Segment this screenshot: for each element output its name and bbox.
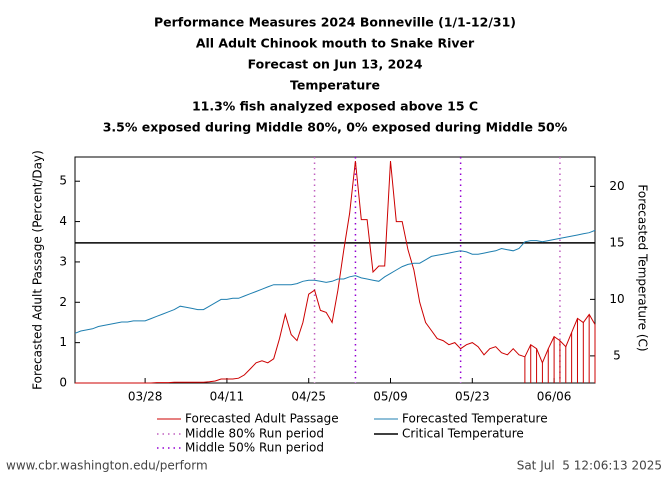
x-tick-label: 05/09: [373, 390, 408, 404]
series-line: [74, 229, 596, 334]
chart-title: Performance Measures 2024 Bonneville (1/…: [154, 15, 516, 30]
y2-axis-label: Forecasted Temperature (C): [636, 184, 650, 351]
y2-tick-label: 5: [613, 348, 621, 362]
y-tick-label: 4: [59, 214, 67, 228]
chart-title: 3.5% exposed during Middle 80%, 0% expos…: [103, 120, 568, 135]
legend-label: Forecasted Temperature: [402, 412, 548, 426]
x-tick-label: 06/06: [537, 390, 572, 404]
chart-title: All Adult Chinook mouth to Snake River: [196, 36, 475, 51]
y2-tick-label: 20: [609, 179, 624, 193]
x-tick-label: 05/23: [455, 390, 490, 404]
y-tick-label: 1: [59, 335, 67, 349]
plot-frame: [74, 156, 596, 384]
y-tick-label: 0: [59, 376, 67, 390]
legend-label: Middle 50% Run period: [185, 441, 324, 455]
x-tick-label: 04/25: [291, 390, 326, 404]
footer-left: www.cbr.washington.edu/perform: [6, 459, 208, 473]
y-axis-label: Forecasted Adult Passage (Percent/Day): [31, 150, 45, 390]
x-tick-label: 03/28: [128, 390, 163, 404]
y-tick-label: 3: [59, 254, 67, 268]
chart-title: Forecast on Jun 13, 2024: [248, 57, 423, 72]
legend-label: Forecasted Adult Passage: [185, 412, 339, 426]
y-tick-label: 2: [59, 295, 67, 309]
legend-label: Middle 80% Run period: [185, 427, 324, 441]
y-tick-label: 5: [59, 174, 67, 188]
series-line: [75, 160, 596, 384]
y2-tick-label: 10: [609, 292, 624, 306]
footer-right: Sat Jul 5 12:06:13 2025: [517, 459, 662, 473]
y2-tick-label: 15: [609, 235, 624, 249]
chart-title: 11.3% fish analyzed exposed above 15 C: [192, 99, 478, 114]
legend-label: Critical Temperature: [402, 427, 524, 441]
x-tick-label: 04/11: [210, 390, 245, 404]
chart-title: Temperature: [290, 78, 380, 93]
